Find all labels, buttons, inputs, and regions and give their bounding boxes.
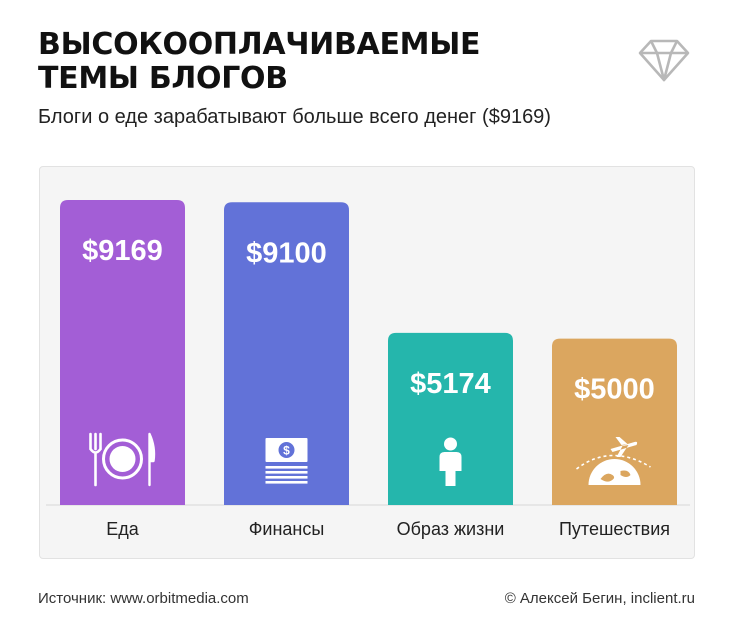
chart-panel: $9169 Еда $9100 $ Финансы $5174 Образ жизни $50… [39,166,695,559]
travel-globe-icon [576,437,651,485]
category-label: Финансы [249,519,325,539]
chart-subtitle: Блоги о еде зарабатывают больше всего де… [38,106,551,128]
bar-value-label: $5000 [574,374,655,406]
chart-title: ВЫСОКООПЛАЧИВАЕМЫЕ ТЕМЫ БЛОГОВ [38,27,481,96]
person-icon [439,437,462,486]
category-label: Путешествия [559,519,670,539]
bar [60,200,185,505]
money-icon: $ [265,438,308,484]
bar [224,202,349,505]
svg-text:$: $ [283,444,290,458]
credit-note: © Алексей Бегин, inclient.ru [504,590,695,607]
chart-title-line-2: ТЕМЫ БЛОГОВ [38,61,288,96]
category-label: Еда [106,519,140,539]
bar [388,332,513,505]
bar-value-label: $5174 [410,368,491,400]
category-label: Образ жизни [397,519,505,539]
bar-chart: $9169 Еда $9100 $ Финансы $5174 Образ жизни $50… [46,200,690,539]
chart-title-line-1: ВЫСОКООПЛАЧИВАЕМЫЕ [38,27,481,62]
bar-value-label: $9169 [82,235,163,267]
bar-value-label: $9100 [246,237,327,269]
source-note: Источник: www.orbitmedia.com [38,590,249,607]
bar-group: $9169 Еда [60,200,185,539]
bar-group: $9100 $ Финансы [224,202,349,539]
bar-group: $5000 Путешествия [552,338,677,539]
diamond-icon [638,39,690,82]
bar-group: $5174 Образ жизни [388,332,513,539]
food-plate-icon [89,432,156,487]
